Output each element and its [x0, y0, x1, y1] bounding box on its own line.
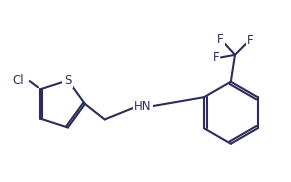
Text: F: F	[217, 33, 224, 46]
Text: F: F	[247, 34, 254, 47]
Text: S: S	[64, 74, 72, 87]
Text: F: F	[213, 51, 220, 64]
Text: Cl: Cl	[12, 74, 24, 86]
Text: HN: HN	[134, 100, 152, 113]
